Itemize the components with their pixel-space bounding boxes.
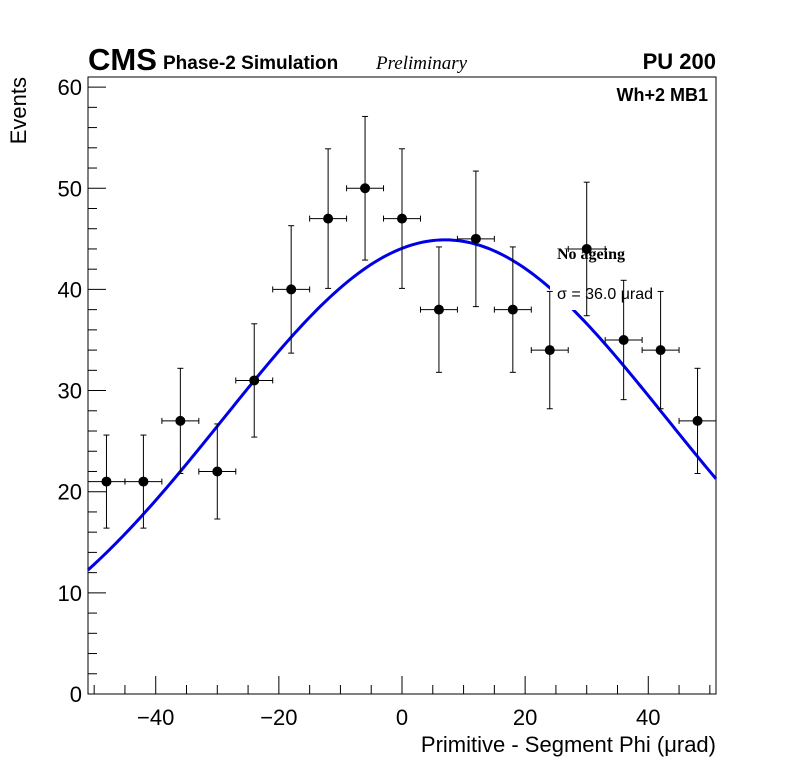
data-point xyxy=(175,415,186,426)
y-tick-label: 50 xyxy=(58,176,82,201)
data-point-group xyxy=(604,279,643,401)
data-point xyxy=(360,183,371,194)
data-point-group xyxy=(272,225,311,354)
pileup-label: PU 200 xyxy=(643,49,716,74)
data-point-group xyxy=(124,434,163,529)
y-tick-label: 0 xyxy=(70,682,82,707)
legend-label: No ageing xyxy=(557,246,625,263)
data-point xyxy=(212,466,223,477)
y-tick-label: 10 xyxy=(58,581,82,606)
data-point-group xyxy=(678,367,717,474)
legend-box xyxy=(550,238,644,310)
x-tick-label: 20 xyxy=(513,705,537,730)
x-tick-label: 40 xyxy=(636,705,660,730)
data-point-group xyxy=(198,423,237,520)
data-point xyxy=(507,304,518,315)
axis-ticks xyxy=(88,86,711,695)
data-point xyxy=(655,345,666,356)
y-tick-label: 60 xyxy=(58,75,82,100)
legend-fit-label: σ = 36.0 μrad xyxy=(557,286,653,303)
data-point-group xyxy=(87,434,126,529)
y-axis-title: Events xyxy=(6,77,31,144)
data-point-group xyxy=(346,115,385,261)
x-tick-label: −20 xyxy=(260,705,297,730)
data-point xyxy=(101,476,112,487)
data-point-group xyxy=(419,246,458,373)
data-point xyxy=(323,213,334,224)
axis-tick-labels: −40 −20 0 20 40 0 10 20 30 40 50 60 xyxy=(58,75,661,730)
y-tick-label: 30 xyxy=(58,379,82,404)
data-points-layer xyxy=(87,115,717,529)
data-point-group xyxy=(161,367,200,474)
data-point xyxy=(397,213,407,224)
data-point-group xyxy=(567,181,606,317)
experiment-label: CMS xyxy=(88,42,157,77)
data-point xyxy=(433,304,444,315)
preliminary-label: Preliminary xyxy=(375,53,468,74)
x-axis-title: Primitive - Segment Phi (μrad) xyxy=(421,732,716,757)
x-tick-label: 0 xyxy=(396,705,408,730)
data-point xyxy=(138,476,149,487)
y-tick-label: 40 xyxy=(58,277,82,302)
simulation-label: Phase-2 Simulation xyxy=(163,53,338,74)
region-label: Wh+2 MB1 xyxy=(616,85,708,105)
data-point xyxy=(581,243,592,254)
y-tick-label: 20 xyxy=(58,480,82,505)
data-point-group xyxy=(309,148,348,289)
data-point-group xyxy=(456,170,495,308)
data-point-group xyxy=(383,148,421,289)
data-point xyxy=(249,375,260,386)
data-point xyxy=(470,233,481,244)
x-tick-label: −40 xyxy=(137,705,174,730)
data-point-group xyxy=(641,290,680,410)
data-point-group xyxy=(530,290,569,410)
data-point xyxy=(544,345,555,356)
data-point xyxy=(618,334,629,345)
data-point xyxy=(692,415,703,426)
data-point xyxy=(286,284,297,295)
data-point-group xyxy=(493,246,532,373)
data-point-group xyxy=(235,323,274,438)
